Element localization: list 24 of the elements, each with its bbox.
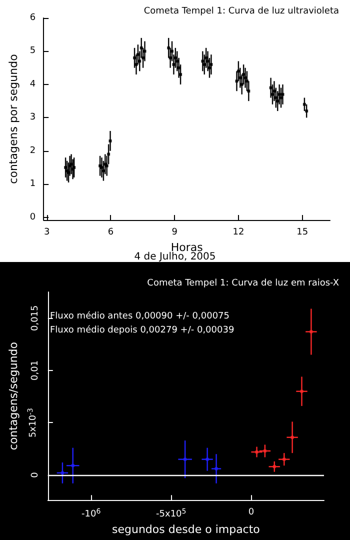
x-tick-label: 15 xyxy=(296,228,308,238)
y-tick-label: 1 xyxy=(30,179,36,190)
x-tick-label: 3 xyxy=(44,228,50,238)
y-axis-title: contagens/segundo xyxy=(7,342,20,450)
y-tick-label: 4 xyxy=(30,79,36,90)
y-axis-title: contagens por segundo xyxy=(7,54,20,184)
chart-title: Cometa Tempel 1: Curva de luz ultravioleta xyxy=(144,6,340,16)
y-tick-label: 0,01 xyxy=(30,360,40,380)
x-tick-label: 12 xyxy=(232,228,244,238)
y-tick-label: 0,015 xyxy=(30,305,40,332)
chart-title: Cometa Tempel 1: Curva de luz em raios-X xyxy=(147,278,340,288)
y-tick-label: 3 xyxy=(30,112,36,123)
y-tick-label: 2 xyxy=(30,146,36,156)
x-tick-label: 6 xyxy=(108,228,114,238)
annotation: Fluxo médio antes 0,00090 +/- 0,00075 xyxy=(50,310,230,322)
annotation: Fluxo médio depois 0,00279 +/- 0,00039 xyxy=(50,324,234,336)
text: 4 de Julho, 2005 xyxy=(134,252,216,262)
x-axis-title: segundos desde o impacto xyxy=(112,523,260,536)
y-tick-label: 0 xyxy=(30,472,40,478)
y-tick-label: 6 xyxy=(30,13,36,23)
x-tick-label: 0 xyxy=(248,508,254,518)
y-tick-label: 0 xyxy=(30,212,36,222)
x-tick-label: 9 xyxy=(172,228,178,238)
y-tick-label: 5 xyxy=(30,46,36,56)
